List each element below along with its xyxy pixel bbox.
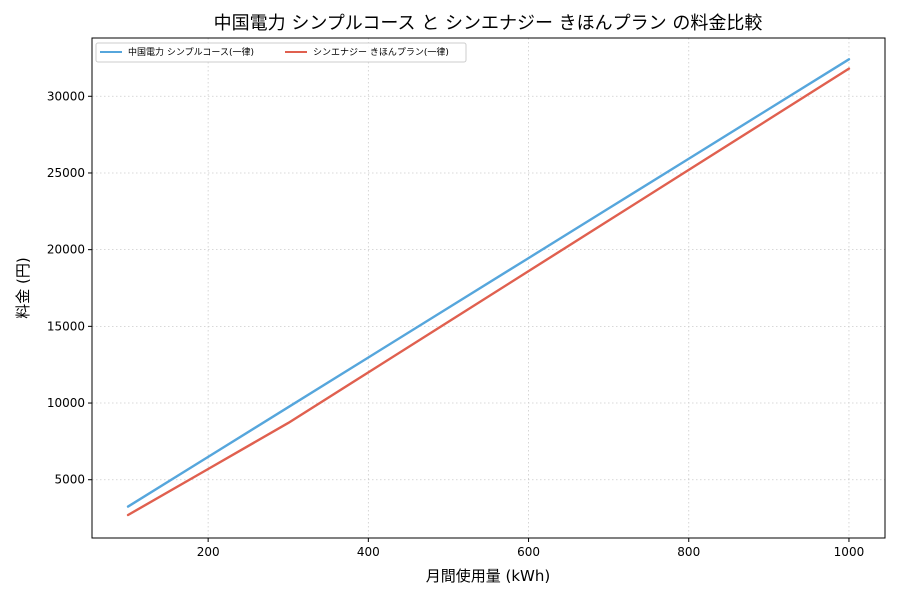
y-axis-label: 料金 (円) <box>14 257 32 318</box>
y-axis-ticks: 5000 10000 15000 20000 25000 30000 <box>47 89 92 487</box>
x-tick-label: 600 <box>517 545 540 559</box>
legend-label-shinenergy: シンエナジー きほんプラン(一律) <box>313 46 449 58</box>
x-tick-label: 800 <box>677 545 700 559</box>
x-tick-label: 400 <box>357 545 380 559</box>
x-axis-label: 月間使用量 (kWh) <box>426 567 551 585</box>
y-tick-label: 20000 <box>47 243 85 257</box>
chart-title: 中国電力 シンプルコース と シンエナジー きほんプラン の料金比較 <box>214 13 763 34</box>
y-tick-label: 30000 <box>47 89 85 103</box>
legend-box <box>95 42 467 63</box>
y-tick-label: 10000 <box>47 396 85 410</box>
grid <box>92 38 885 538</box>
x-axis-ticks: 200 400 600 800 1000 <box>197 538 865 559</box>
y-tick-label: 15000 <box>47 319 85 333</box>
series-line-shinenergy <box>126 67 851 517</box>
y-tick-label: 25000 <box>47 166 85 180</box>
x-tick-label: 200 <box>197 545 220 559</box>
x-tick-label: 1000 <box>834 545 865 559</box>
plot-frame <box>91 37 886 539</box>
y-tick-label: 5000 <box>54 473 85 487</box>
legend: 中国電力 シンプルコース(一律) シンエナジー きほんプラン(一律) <box>95 42 467 63</box>
legend-label-chugoku: 中国電力 シンプルコース(一律) <box>128 46 254 58</box>
series-line-chugoku <box>126 58 851 508</box>
series-layer <box>126 58 851 517</box>
